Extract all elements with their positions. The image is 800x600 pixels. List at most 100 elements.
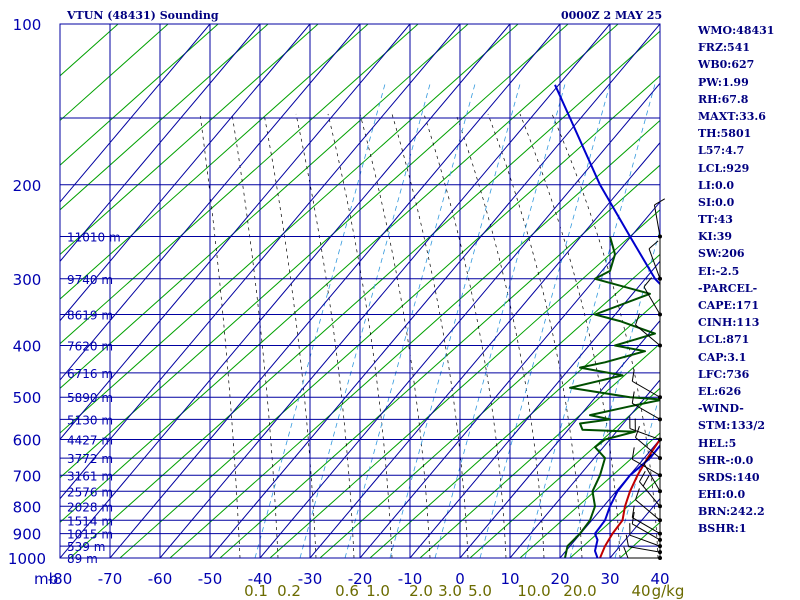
mixing-ratio-label: g/kg [652, 582, 685, 600]
mixing-ratio-label: 10.0 [517, 582, 550, 600]
wind-barb-dot [658, 531, 662, 536]
isotherm-line [309, 141, 660, 558]
height-label: 5890 m [67, 391, 113, 405]
temperature-label: -10 [398, 570, 423, 588]
wind-barb-flag [635, 488, 640, 500]
sounding-time: 0000Z 2 MAY 25 [561, 9, 663, 22]
isotherm-line [109, 24, 561, 558]
wind-barb-staff [632, 517, 661, 534]
pressure-label: 700 [13, 467, 42, 485]
dry-adiabat-line [60, 24, 319, 256]
wind-barb-staff [632, 402, 661, 420]
isotherm-line [359, 201, 660, 558]
wind-barb-dot [658, 276, 662, 281]
dry-adiabat-line [369, 298, 660, 558]
wind-barb-staff [629, 534, 661, 547]
dry-adiabat-line [60, 24, 419, 345]
mixing-ratio-label: 0.6 [335, 582, 359, 600]
temperature-label: 30 [600, 570, 619, 588]
mixing-ratio-label: 40 [631, 582, 650, 600]
isotherm-line [509, 379, 660, 558]
wind-barb-dot [658, 312, 662, 317]
wind-barb-flag [654, 198, 666, 206]
pressure-label: 1000 [8, 550, 46, 568]
wind-barb-flag [623, 546, 629, 559]
wind-barb [643, 453, 662, 494]
wind-barb-staff [628, 546, 661, 553]
wind-barb [648, 240, 662, 281]
wind-barb [629, 416, 662, 442]
temperature-label: -70 [98, 570, 123, 588]
isotherm-line [60, 24, 511, 558]
isotherm-line [60, 24, 361, 381]
index-line: KI:39 [698, 230, 733, 244]
index-line: LCL:929 [698, 161, 750, 175]
moist-adiabat-line [263, 113, 317, 558]
index-line: BRN:242.2 [698, 505, 765, 519]
wind-barb [631, 447, 662, 478]
pressure-label: 800 [13, 498, 42, 516]
wind-barb [631, 505, 662, 536]
wind-barb-staff [635, 499, 661, 521]
index-line: FRZ:541 [698, 41, 751, 55]
height-label: 2028 m [67, 500, 113, 514]
pressure-label: 200 [13, 177, 42, 195]
wind-barb [638, 471, 662, 509]
temperature-label: -80 [48, 570, 73, 588]
height-label: 1015 m [67, 528, 113, 542]
isotherm-line [60, 24, 461, 500]
height-label: 11010 m [67, 230, 121, 244]
isotherm-line [459, 319, 660, 558]
dry-adiabat-line [519, 432, 660, 558]
wind-barb-flag [635, 313, 640, 326]
index-line: WB0:627 [698, 58, 755, 72]
index-line: CAPE:171 [698, 299, 759, 312]
temperature-line [554, 84, 660, 558]
wind-barb-flag [631, 369, 635, 382]
index-line: LFC:736 [698, 367, 750, 381]
parcel-line [599, 278, 660, 558]
mixing-ratio-label: 0.1 [244, 582, 268, 600]
mixing-ratio-label: 2.0 [409, 582, 433, 600]
moist-adiabat-line [359, 113, 431, 558]
dry-adiabat-line [219, 164, 660, 558]
wind-barb [629, 523, 662, 549]
index-line: LI:0.0 [698, 178, 735, 192]
temperature-label: -60 [148, 570, 173, 588]
wind-barb-dot [658, 395, 662, 400]
dry-adiabat-line [60, 24, 269, 211]
wind-barb-flag [631, 391, 635, 404]
temperature-label: 0 [455, 570, 465, 588]
pressure-label: 600 [13, 432, 42, 450]
index-line: SI:0.0 [698, 195, 735, 209]
index-line: MAXT:33.6 [698, 109, 766, 123]
dewpoint-line [564, 236, 660, 558]
dry-adiabat-line [60, 24, 369, 300]
wind-barb-flag [643, 277, 652, 288]
mixing-ratio-label: 3.0 [438, 582, 462, 600]
wind-barb-dot [658, 537, 662, 542]
index-line: SW:206 [698, 247, 745, 261]
wind-barb-dot [658, 437, 662, 442]
height-label: 3161 m [67, 469, 113, 483]
mixing-ratio-line [389, 83, 521, 558]
index-line: STM:133/2 [698, 419, 765, 433]
mixing-ratio-line [479, 83, 611, 558]
wind-barb-dot [658, 343, 662, 348]
wind-barb-dot [658, 417, 662, 422]
wind-barb-flag [643, 453, 652, 464]
height-label: 7620 m [67, 340, 113, 354]
index-line: HEL:5 [698, 436, 737, 450]
wind-barb-flag [631, 505, 635, 518]
height-label: 1514 m [67, 514, 113, 528]
moist-adiabat-line [551, 113, 659, 558]
index-line: RH:67.8 [698, 92, 749, 106]
wind-barb-dot [658, 504, 662, 509]
wind-barb-staff [632, 458, 661, 476]
mixing-ratio-line [299, 83, 431, 558]
dry-adiabat-line [60, 24, 569, 479]
wind-barb-staff [653, 204, 661, 237]
wind-barb [625, 534, 662, 555]
index-line: SHR-:0.0 [698, 453, 754, 467]
index-line: LCL:871 [698, 333, 750, 347]
